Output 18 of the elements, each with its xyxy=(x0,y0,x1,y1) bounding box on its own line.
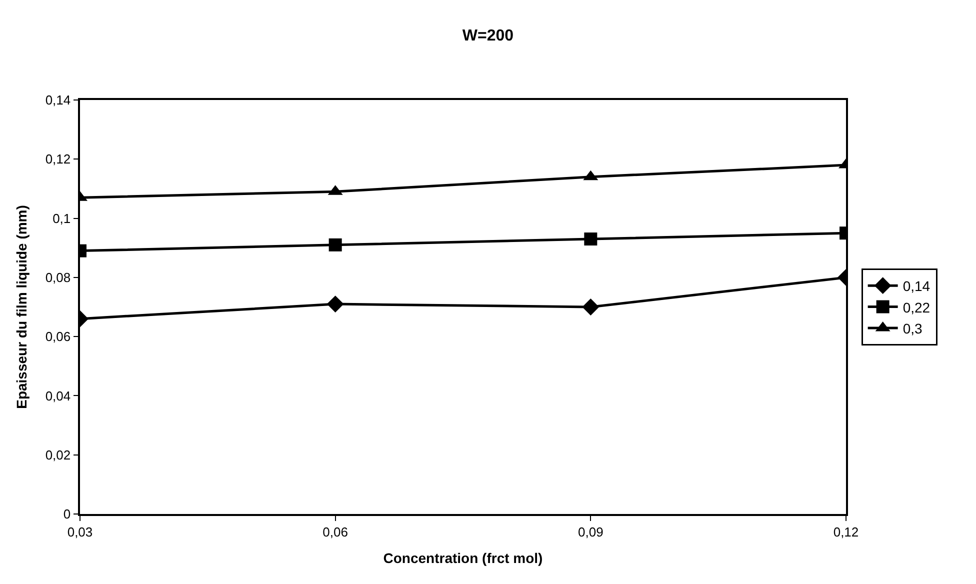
y-tick-label: 0,12 xyxy=(45,152,71,167)
y-tick-label: 0,04 xyxy=(45,388,71,404)
y-tick-label: 0,08 xyxy=(45,270,71,285)
x-axis-title: Concentration (frct mol) xyxy=(383,550,543,566)
y-tick-label: 0 xyxy=(63,506,71,522)
x-tick-label: 0,06 xyxy=(322,524,348,540)
y-tick-label: 0,1 xyxy=(52,210,71,226)
x-tick-label: 0,12 xyxy=(833,524,859,540)
y-tick-label: 0,14 xyxy=(45,92,71,108)
legend-label: 0,14 xyxy=(902,278,930,294)
legend-label: 0,3 xyxy=(902,320,922,336)
y-tick-label: 0,02 xyxy=(45,447,71,462)
legend-label: 0,22 xyxy=(902,299,930,316)
x-tick-label: 0,03 xyxy=(67,524,93,540)
chart-title: W=200 xyxy=(462,27,514,44)
x-tick-label: 0,09 xyxy=(578,524,604,540)
y-tick-label: 0,06 xyxy=(45,329,71,344)
y-axis-title: Epaisseur du film liquide (mm) xyxy=(13,205,30,409)
